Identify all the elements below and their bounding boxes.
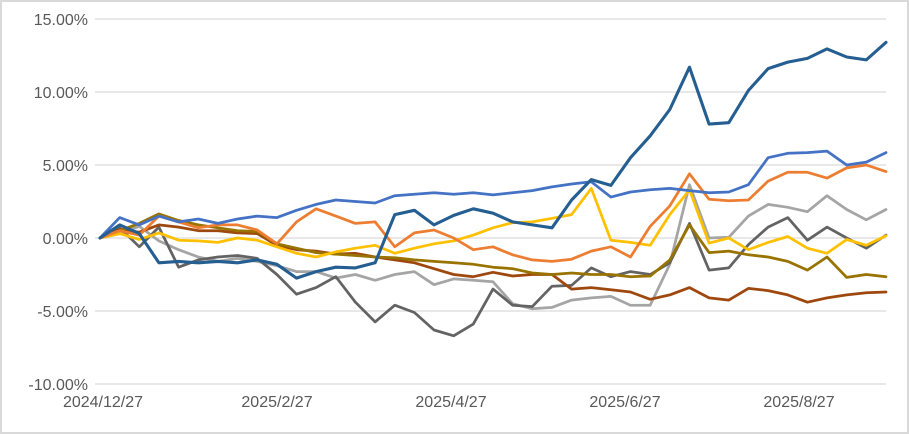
series-line-series-1-blue	[98, 149, 888, 240]
series-line-series-6-dark-brown	[98, 223, 888, 304]
y-axis-tick-label: -5.00%	[37, 304, 88, 321]
x-axis-tick-label: 2025/4/27	[415, 394, 487, 411]
series-line-series-3-gray	[98, 183, 888, 311]
y-axis-tick-label: 5.00%	[42, 158, 88, 175]
y-axis-tick-label: 10.00%	[33, 85, 88, 102]
series-line-series-7-dark-gray	[98, 216, 888, 338]
y-axis-tick-label: 0.00%	[42, 231, 88, 248]
x-axis-tick-label: 2025/2/27	[241, 394, 313, 411]
x-axis-tick-label: 2024/12/27	[62, 394, 144, 411]
series-line-series-2-orange	[98, 163, 888, 263]
series-line-series-5-dark-navy	[98, 40, 888, 280]
y-axis-tick-label: 15.00%	[33, 12, 88, 29]
x-axis-tick-label: 2025/8/27	[763, 394, 835, 411]
y-axis-tick-label: -10.00%	[28, 377, 88, 394]
series-line-series-8-olive	[98, 212, 888, 279]
series-line-series-4-gold	[98, 187, 888, 259]
x-axis-tick-label: 2025/6/27	[589, 394, 661, 411]
